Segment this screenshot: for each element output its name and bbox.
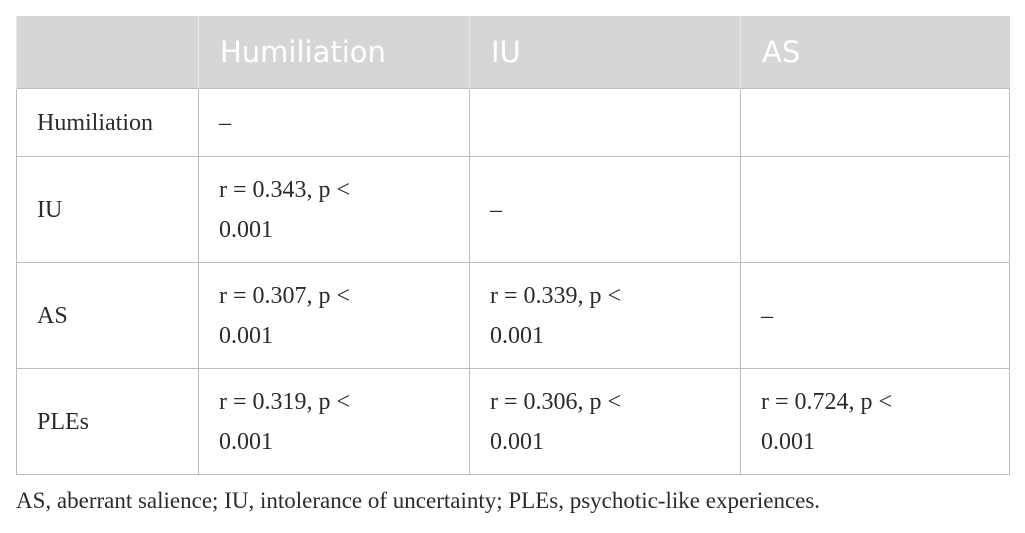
- cell-text: r = 0.307, p < 0.001: [219, 282, 351, 349]
- row: PLEs r = 0.319, p < 0.001 r = 0.306, p < 0…: [16, 368, 1010, 475]
- cell-text: r = 0.724, p < 0.001: [761, 388, 893, 455]
- header-cell: [16, 16, 199, 89]
- header-cell: Humiliation: [198, 16, 470, 89]
- correlation-table: Humiliation IU AS Humiliation – IU r = 0.343,…: [16, 16, 1010, 475]
- cell-text: IU: [37, 196, 63, 223]
- row: IU r = 0.343, p < 0.001 –: [16, 156, 1010, 263]
- row-label: PLEs: [16, 368, 199, 475]
- cell: r = 0.724, p < 0.001: [740, 368, 1010, 475]
- cell-text: –: [219, 109, 231, 136]
- cell: r = 0.319, p < 0.001: [198, 368, 470, 475]
- cell-text: Humiliation: [37, 109, 153, 136]
- cell-text: PLEs: [37, 408, 90, 435]
- cell: –: [740, 262, 1010, 369]
- cell-text: r = 0.339, p < 0.001: [490, 282, 622, 349]
- cell: r = 0.306, p < 0.001: [469, 368, 741, 475]
- cell: r = 0.339, p < 0.001: [469, 262, 741, 369]
- cell-text: –: [490, 196, 502, 223]
- row-label: Humiliation: [16, 88, 199, 157]
- row: Humiliation –: [16, 88, 1010, 157]
- cell: r = 0.307, p < 0.001: [198, 262, 470, 369]
- row-label: IU: [16, 156, 199, 263]
- cell: r = 0.343, p < 0.001: [198, 156, 470, 263]
- cell-text: r = 0.306, p < 0.001: [490, 388, 622, 455]
- cell-text: AS: [37, 302, 68, 329]
- cell-text: r = 0.343, p < 0.001: [219, 176, 351, 243]
- cell: –: [469, 156, 741, 263]
- cell: [469, 88, 741, 157]
- cell: [740, 88, 1010, 157]
- cell-text: r = 0.319, p < 0.001: [219, 388, 351, 455]
- header-row: Humiliation IU AS: [16, 16, 1010, 89]
- row-label: AS: [16, 262, 199, 369]
- cell-text: –: [761, 302, 773, 329]
- header-cell: IU: [469, 16, 741, 89]
- cell: [740, 156, 1010, 263]
- header-cell: AS: [740, 16, 1010, 89]
- footnote: AS, aberrant salience; IU, intolerance o…: [16, 488, 821, 513]
- cell: –: [198, 88, 470, 157]
- row: AS r = 0.307, p < 0.001 r = 0.339, p < 0.0…: [16, 262, 1010, 369]
